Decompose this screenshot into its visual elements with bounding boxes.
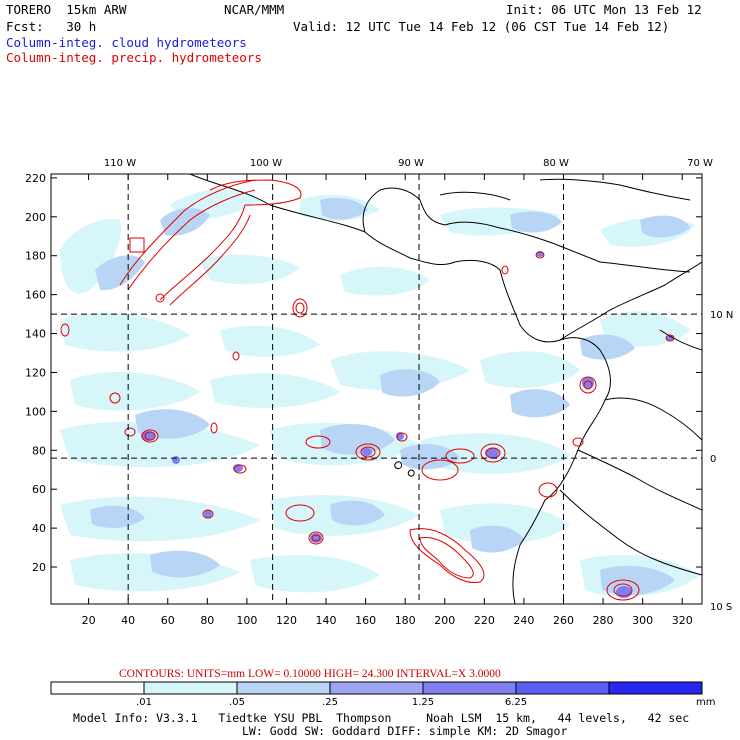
latitude-label: 10 N (710, 310, 733, 321)
y-tick-label: 160 (25, 289, 46, 302)
colorbar-segment (51, 682, 145, 694)
colorbar-label: .25 (322, 697, 338, 708)
longitude-label: 110 W (104, 158, 136, 169)
valid-time: Valid: 12 UTC Tue 14 Feb 12 (06 CST Tue … (293, 19, 670, 34)
longitude-label: 80 W (543, 158, 569, 169)
y-tick-label: 120 (25, 366, 46, 379)
x-tick-label: 200 (434, 614, 455, 627)
x-tick-label: 260 (553, 614, 574, 627)
y-axis: 20 40 60 80 100 120 140 160 180 200 220 (25, 172, 702, 574)
colorbar-unit: mm (696, 697, 715, 708)
colorbar-segment (609, 682, 703, 694)
y-tick-label: 200 (25, 211, 46, 224)
x-axis: 20 40 60 80 100 120 140 160 180 200 220 240 260 280 30… (82, 174, 693, 627)
precip-contours (60, 179, 675, 601)
forecast-hour: Fcst: 30 h (6, 19, 97, 34)
colorbar-segment (144, 682, 238, 694)
colorbar-segment (330, 682, 424, 694)
cloud-field-medium (90, 198, 690, 596)
x-tick-label: 300 (632, 614, 653, 627)
colorbar (50, 681, 703, 695)
longitude-label: 70 W (687, 158, 713, 169)
latlon-grid (51, 174, 702, 604)
y-tick-label: 180 (25, 250, 46, 263)
x-tick-label: 220 (474, 614, 495, 627)
latitude-label: 0 (710, 454, 716, 465)
y-tick-label: 100 (25, 405, 46, 418)
x-tick-label: 280 (593, 614, 614, 627)
colorbar-label: .01 (136, 697, 152, 708)
map-content (51, 174, 702, 604)
longitude-label: 100 W (250, 158, 282, 169)
y-tick-label: 220 (25, 172, 46, 185)
colorbar-label: .05 (229, 697, 245, 708)
model-title: TORERO 15km ARW (6, 2, 127, 17)
x-tick-label: 240 (513, 614, 534, 627)
x-tick-label: 80 (200, 614, 214, 627)
colorbar-segment (516, 682, 610, 694)
field-title-precip: Column-integ. precip. hydrometeors (6, 50, 262, 65)
y-tick-label: 140 (25, 328, 46, 341)
center-name: NCAR/MMM (224, 2, 285, 17)
colorbar-labels: .01 .05 .25 1.25 6.25 (136, 697, 527, 708)
x-tick-label: 140 (316, 614, 337, 627)
x-tick-label: 20 (82, 614, 96, 627)
x-tick-label: 60 (161, 614, 175, 627)
x-tick-label: 40 (121, 614, 135, 627)
y-tick-label: 20 (32, 561, 46, 574)
origin-marker-icon (129, 237, 145, 253)
coastlines (189, 174, 702, 604)
x-tick-label: 100 (236, 614, 257, 627)
map-frame (50, 173, 703, 605)
y-tick-label: 60 (32, 483, 46, 496)
init-time: Init: 06 UTC Mon 13 Feb 12 (506, 2, 702, 17)
colorbar-label: 1.25 (412, 697, 434, 708)
x-tick-label: 180 (395, 614, 416, 627)
longitude-labels: 110 W 100 W 90 W 80 W 70 W (104, 158, 713, 169)
x-tick-label: 320 (672, 614, 693, 627)
latitude-labels: 10 N 0 10 S (710, 310, 733, 613)
colorbar-frame (50, 681, 703, 695)
contour-info: CONTOURS: UNITS=mm LOW= 0.10000 HIGH= 24… (119, 668, 501, 680)
colorbar-segment (423, 682, 517, 694)
latitude-label: 10 S (710, 602, 732, 613)
field-title-cloud: Column-integ. cloud hydrometeors (6, 35, 247, 50)
colorbar-label: 6.25 (505, 697, 527, 708)
y-tick-label: 80 (32, 444, 46, 457)
longitude-label: 90 W (398, 158, 424, 169)
model-physics: LW: Godd SW: Goddard DIFF: simple KM: 2D… (242, 724, 568, 738)
x-tick-label: 160 (355, 614, 376, 627)
y-tick-label: 40 (32, 522, 46, 535)
colorbar-segment (237, 682, 331, 694)
model-info: Model Info: V3.3.1 Tiedtke YSU PBL Thomp… (73, 711, 690, 725)
x-tick-label: 120 (276, 614, 297, 627)
